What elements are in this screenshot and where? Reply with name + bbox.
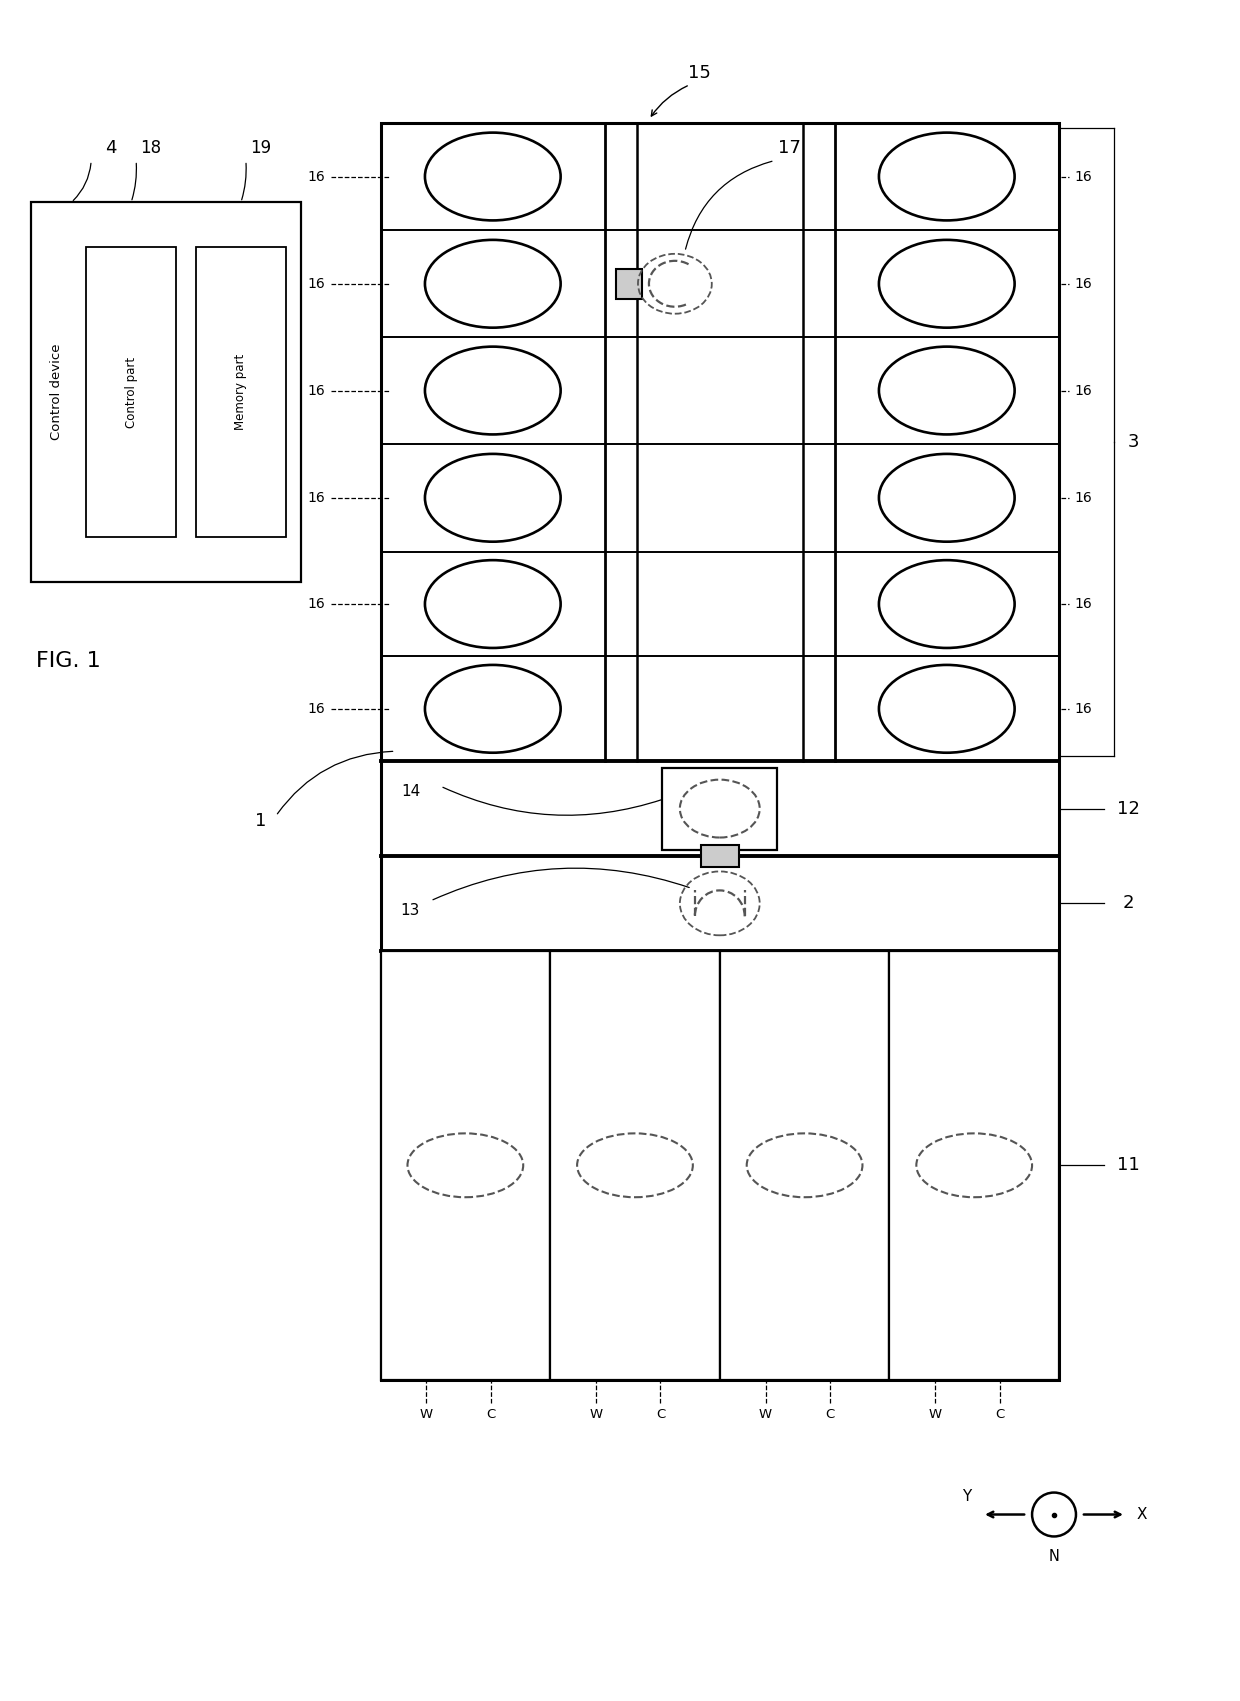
Text: W: W bbox=[759, 1408, 773, 1422]
Text: X: X bbox=[1137, 1507, 1147, 1522]
Text: 16: 16 bbox=[1074, 597, 1091, 611]
Text: Control device: Control device bbox=[50, 344, 63, 441]
Bar bbox=[87, 247, 176, 538]
Bar bbox=[719, 951, 889, 1380]
Text: C: C bbox=[486, 1408, 496, 1422]
Text: C: C bbox=[656, 1408, 665, 1422]
Text: 19: 19 bbox=[250, 138, 272, 156]
Bar bbox=[381, 951, 551, 1380]
Bar bbox=[31, 202, 301, 582]
Text: 16: 16 bbox=[308, 703, 326, 716]
Text: Memory part: Memory part bbox=[234, 354, 247, 430]
Text: FIG. 1: FIG. 1 bbox=[36, 651, 102, 672]
Text: 16: 16 bbox=[308, 597, 326, 611]
Text: W: W bbox=[589, 1408, 603, 1422]
Text: 16: 16 bbox=[1074, 492, 1091, 505]
Text: 4: 4 bbox=[105, 138, 117, 156]
Text: 16: 16 bbox=[308, 277, 326, 291]
Bar bbox=[701, 845, 739, 868]
Text: 12: 12 bbox=[1117, 799, 1141, 818]
Text: 16: 16 bbox=[308, 383, 326, 398]
Bar bbox=[381, 122, 1059, 1380]
Text: Control part: Control part bbox=[124, 357, 138, 427]
Text: C: C bbox=[994, 1408, 1004, 1422]
Text: 16: 16 bbox=[1074, 277, 1091, 291]
Text: W: W bbox=[929, 1408, 941, 1422]
Bar bbox=[616, 269, 642, 299]
Text: 16: 16 bbox=[1074, 703, 1091, 716]
Text: N: N bbox=[1049, 1550, 1059, 1563]
Text: 14: 14 bbox=[401, 784, 420, 799]
Text: C: C bbox=[826, 1408, 835, 1422]
Text: W: W bbox=[420, 1408, 433, 1422]
Text: 16: 16 bbox=[1074, 383, 1091, 398]
Text: 15: 15 bbox=[688, 63, 712, 82]
Text: 1: 1 bbox=[255, 811, 267, 830]
Text: 11: 11 bbox=[1117, 1157, 1141, 1174]
Bar bbox=[551, 951, 719, 1380]
Text: 2: 2 bbox=[1123, 895, 1135, 912]
Text: 16: 16 bbox=[308, 170, 326, 184]
Bar bbox=[662, 767, 777, 849]
Text: 13: 13 bbox=[401, 903, 420, 919]
Text: 18: 18 bbox=[140, 138, 161, 156]
Bar bbox=[196, 247, 285, 538]
Text: Y: Y bbox=[961, 1488, 971, 1504]
Text: 17: 17 bbox=[779, 138, 801, 156]
Text: 16: 16 bbox=[1074, 170, 1091, 184]
Text: 3: 3 bbox=[1128, 434, 1140, 451]
Bar bbox=[889, 951, 1059, 1380]
Text: 16: 16 bbox=[308, 492, 326, 505]
